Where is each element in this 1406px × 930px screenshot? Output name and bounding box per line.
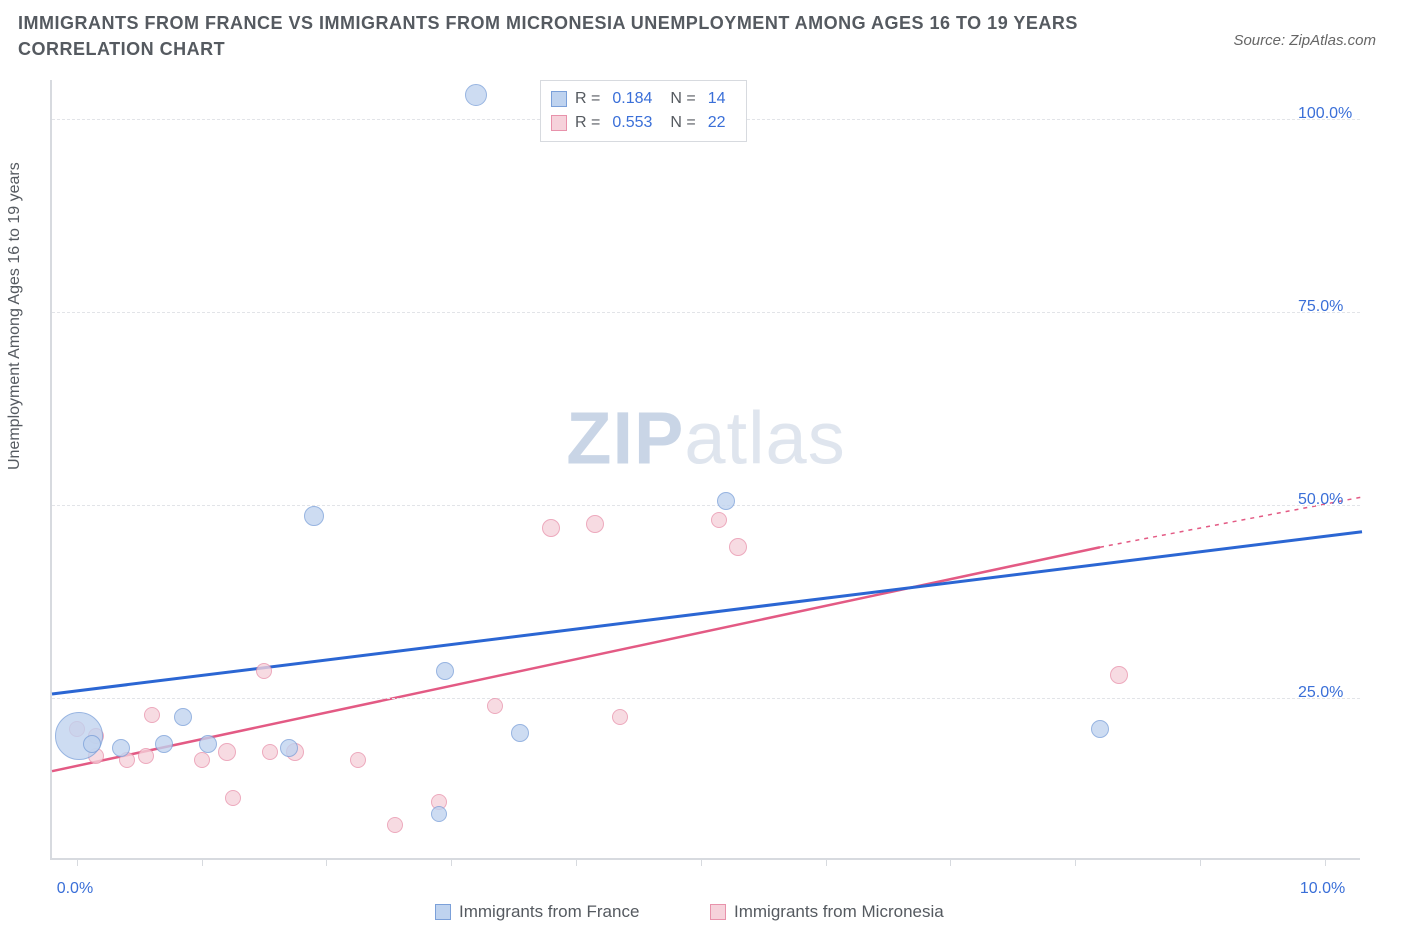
y-tick-label: 25.0% [1298,684,1343,702]
scatter-point-micronesia [256,663,272,679]
x-tick [451,858,452,866]
x-tick [1200,858,1201,866]
scatter-point-micronesia [138,748,154,764]
swatch-micronesia [710,904,726,920]
scatter-point-micronesia [612,709,628,725]
scatter-point-micronesia [225,790,241,806]
x-tick [1325,858,1326,866]
gridline [52,505,1360,506]
correlation-legend: R = 0.184 N = 14 R = 0.553 N = 22 [540,80,747,142]
scatter-point-micronesia [542,519,560,537]
scatter-point-micronesia [262,744,278,760]
x-tick [701,858,702,866]
x-tick [826,858,827,866]
trend-lines-layer [52,80,1360,858]
scatter-point-france [717,492,735,510]
x-tick-label: 0.0% [57,880,93,898]
series-label-france: Immigrants from France [459,902,639,922]
y-tick-label: 50.0% [1298,491,1343,509]
y-tick-label: 100.0% [1298,105,1352,123]
r-label: R = [575,114,600,132]
scatter-point-france [174,708,192,726]
x-tick [1075,858,1076,866]
scatter-point-france [83,735,101,753]
bottom-legend-micronesia: Immigrants from Micronesia [710,902,944,922]
scatter-point-micronesia [218,743,236,761]
n-label: N = [670,114,695,132]
legend-row-micronesia: R = 0.553 N = 22 [551,111,736,135]
scatter-point-micronesia [194,752,210,768]
scatter-point-micronesia [350,752,366,768]
n-value-france: 14 [708,90,726,108]
swatch-france [435,904,451,920]
bottom-legend-france: Immigrants from France [435,902,639,922]
scatter-point-micronesia [387,817,403,833]
x-tick [202,858,203,866]
gridline [52,312,1360,313]
scatter-point-micronesia [711,512,727,528]
x-tick [77,858,78,866]
scatter-point-micronesia [144,707,160,723]
scatter-point-micronesia [1110,666,1128,684]
scatter-point-france [112,739,130,757]
scatter-point-micronesia [487,698,503,714]
series-label-micronesia: Immigrants from Micronesia [734,902,944,922]
scatter-point-france [199,735,217,753]
chart-title: IMMIGRANTS FROM FRANCE VS IMMIGRANTS FRO… [18,10,1138,62]
scatter-point-france [280,739,298,757]
r-value-france: 0.184 [612,90,652,108]
y-axis-label: Unemployment Among Ages 16 to 19 years [6,162,24,470]
r-value-micronesia: 0.553 [612,114,652,132]
y-tick-label: 75.0% [1298,298,1343,316]
gridline [52,698,1360,699]
x-tick [950,858,951,866]
scatter-point-france [511,724,529,742]
legend-row-france: R = 0.184 N = 14 [551,87,736,111]
x-tick [326,858,327,866]
swatch-micronesia [551,115,567,131]
n-value-micronesia: 22 [708,114,726,132]
x-tick-label: 10.0% [1300,880,1345,898]
source-attribution: Source: ZipAtlas.com [1233,32,1376,49]
scatter-point-france [1091,720,1109,738]
scatter-point-france [155,735,173,753]
n-label: N = [670,90,695,108]
scatter-point-france [436,662,454,680]
swatch-france [551,91,567,107]
scatter-point-micronesia [586,515,604,533]
r-label: R = [575,90,600,108]
scatter-point-france [465,84,487,106]
scatter-point-micronesia [729,538,747,556]
x-tick [576,858,577,866]
scatter-point-france [431,806,447,822]
scatter-plot-area: ZIPatlas [50,80,1360,860]
trend-line [52,532,1362,694]
scatter-point-france [304,506,324,526]
